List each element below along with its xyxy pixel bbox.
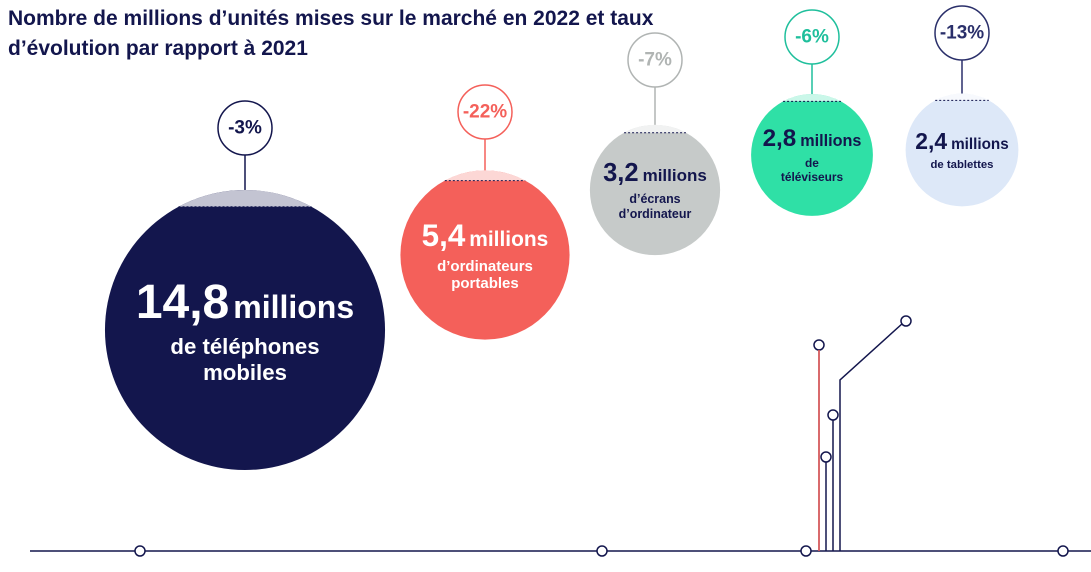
bubble-cap bbox=[444, 170, 526, 181]
unit-label: millions bbox=[951, 136, 1009, 154]
bubble-text: 3,2 millions d’écrans d’ordinateur bbox=[595, 144, 715, 235]
bubble-label: 2,8 millions de téléviseurs bbox=[756, 112, 868, 197]
category-label: d’écrans d’ordinateur bbox=[618, 192, 692, 221]
bubble bbox=[104, 189, 386, 471]
category-label: de tablettes bbox=[930, 158, 994, 171]
bubble bbox=[751, 94, 873, 216]
bubble bbox=[905, 93, 1019, 207]
change-label: -22% bbox=[463, 102, 507, 123]
value-line: 14,8 millions bbox=[136, 275, 354, 330]
bubble-label: 14,8 millions de téléphones mobiles bbox=[116, 232, 374, 428]
change-badge bbox=[784, 9, 840, 65]
change-badge bbox=[934, 5, 990, 61]
value-label: 2,8 bbox=[762, 125, 797, 153]
bubble-cap bbox=[783, 94, 841, 102]
bubble-text: 2,8 millions de téléviseurs bbox=[756, 112, 868, 197]
unit-label: millions bbox=[642, 165, 707, 185]
change-badge bbox=[627, 32, 683, 88]
chart-title: Nombre de millions d’unités mises sur le… bbox=[8, 7, 654, 60]
value-label: 3,2 bbox=[603, 158, 639, 187]
change-label: -6% bbox=[795, 27, 829, 48]
change-badge bbox=[217, 100, 273, 156]
circuit-lines bbox=[813, 315, 912, 551]
bubble-label: 2,4 millions de tablettes bbox=[910, 111, 1014, 190]
unit-label: millions bbox=[233, 288, 355, 325]
bubble-cap bbox=[624, 124, 686, 133]
change-label: -7% bbox=[638, 50, 672, 71]
category-label: de téléviseurs bbox=[780, 156, 844, 184]
bubble bbox=[589, 124, 721, 256]
value-line: 2,4 millions bbox=[915, 128, 1009, 154]
value-label: 14,8 bbox=[135, 275, 230, 329]
bubble-label: 3,2 millions d’écrans d’ordinateur bbox=[595, 144, 715, 235]
timeline-dots bbox=[134, 545, 1069, 557]
bubble-text: 2,4 millions de tablettes bbox=[910, 111, 1014, 190]
bubble-label: 5,4 millions d’ordinateurs portables bbox=[407, 196, 563, 314]
value-label: 2,4 bbox=[915, 128, 948, 155]
value-line: 3,2 millions bbox=[603, 159, 707, 188]
category-label: de téléphones mobiles bbox=[170, 334, 320, 385]
value-label: 5,4 bbox=[421, 217, 466, 253]
category-label: d’ordinateurs portables bbox=[437, 257, 533, 293]
value-line: 2,8 millions bbox=[763, 125, 862, 153]
bubble-cap bbox=[935, 93, 989, 101]
change-label: -3% bbox=[228, 118, 262, 139]
value-line: 5,4 millions bbox=[422, 218, 549, 254]
change-label: -13% bbox=[940, 23, 984, 44]
bubble bbox=[400, 170, 570, 340]
unit-label: millions bbox=[469, 227, 549, 251]
bubble-cap bbox=[178, 189, 312, 207]
unit-label: millions bbox=[800, 132, 862, 151]
change-badge bbox=[457, 84, 513, 140]
